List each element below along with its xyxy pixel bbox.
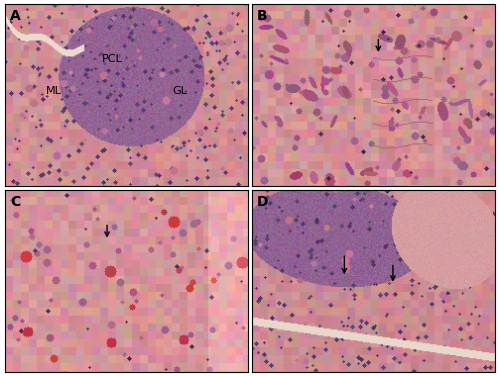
Text: A: A xyxy=(10,9,20,23)
Text: GL: GL xyxy=(172,86,188,97)
Text: ML: ML xyxy=(46,86,62,97)
Text: D: D xyxy=(257,195,268,209)
Text: PCL: PCL xyxy=(102,54,122,64)
Text: C: C xyxy=(10,195,20,209)
Text: B: B xyxy=(257,9,268,23)
